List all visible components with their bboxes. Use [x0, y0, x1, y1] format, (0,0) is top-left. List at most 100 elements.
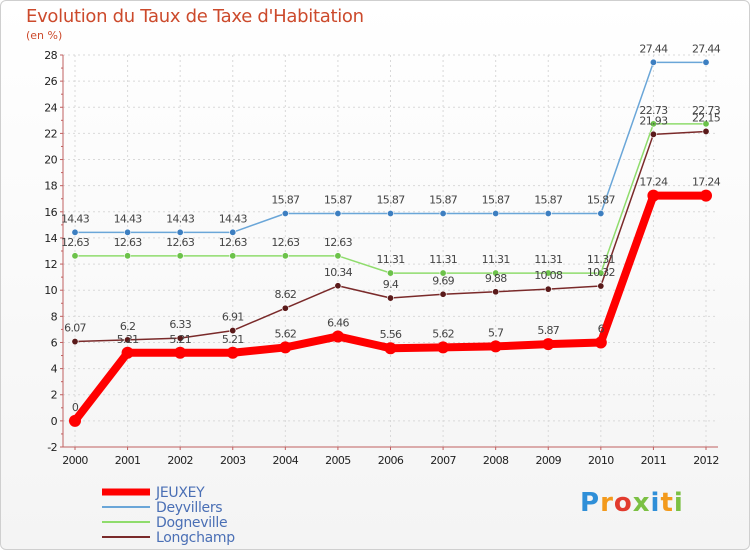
x-tick-label: 2002 — [167, 454, 193, 467]
x-tick-label: 2000 — [62, 454, 88, 467]
logo-letter: P — [580, 488, 601, 518]
data-point-dogneville — [492, 269, 500, 277]
chart-subtitle: (en %) — [26, 29, 63, 42]
data-label-dogneville: 11.31 — [534, 253, 562, 266]
data-point-deyvillers — [702, 58, 710, 66]
data-label-dogneville: 12.63 — [324, 236, 353, 249]
data-point-dogneville — [386, 269, 394, 277]
data-point-deyvillers — [176, 228, 184, 236]
data-point-dogneville — [229, 252, 237, 260]
y-tick-label: 10 — [44, 284, 57, 297]
data-point-longchamp — [124, 336, 132, 344]
y-tick-label: 6 — [51, 336, 58, 349]
y-tick-label: 8 — [51, 310, 58, 323]
data-label-longchamp: 10.32 — [587, 266, 615, 279]
data-label-jeuxey: 5.21 — [117, 333, 139, 346]
data-label-longchamp: 6.91 — [222, 311, 244, 324]
data-label-deyvillers: 14.43 — [114, 212, 143, 225]
data-label-jeuxey: 5.56 — [380, 328, 402, 341]
data-point-deyvillers — [229, 228, 237, 236]
data-point-deyvillers — [544, 209, 552, 217]
data-label-dogneville: 22.73 — [692, 104, 721, 117]
y-tick-label: -2 — [47, 441, 57, 454]
data-label-deyvillers: 15.87 — [482, 193, 511, 206]
data-label-dogneville: 12.63 — [114, 236, 143, 249]
x-tick-label: 2009 — [535, 454, 561, 467]
x-tick-label: 2011 — [641, 454, 667, 467]
grid — [63, 54, 718, 448]
series-line-jeuxey — [71, 191, 710, 425]
data-label-deyvillers: 15.87 — [429, 193, 458, 206]
data-label-jeuxey: 5.62 — [432, 327, 454, 340]
legend-label-dogneville: Dogneville — [156, 515, 227, 531]
data-point-deyvillers — [386, 209, 394, 217]
logo-letter: x — [632, 488, 651, 518]
data-point-longchamp — [439, 290, 447, 298]
data-label-deyvillers: 14.43 — [166, 212, 195, 225]
y-tick-label: 4 — [51, 363, 58, 376]
data-point-dogneville — [702, 120, 710, 128]
x-tick-label: 2007 — [430, 454, 456, 467]
legend-label-longchamp: Longchamp — [156, 530, 235, 546]
data-label-longchamp: 9.69 — [432, 274, 454, 287]
data-label-deyvillers: 15.87 — [271, 193, 300, 206]
data-point-jeuxey — [69, 414, 81, 427]
legend-label-deyvillers: Deyvillers — [156, 500, 222, 516]
data-point-jeuxey — [489, 340, 502, 353]
data-point-deyvillers — [124, 228, 132, 236]
data-label-deyvillers: 27.44 — [692, 42, 721, 55]
data-label-jeuxey: 6.46 — [327, 316, 349, 329]
legend-label-jeuxey: JEUXEY — [155, 485, 205, 501]
series-layer — [69, 58, 712, 427]
data-label-jeuxey: 6 — [598, 322, 605, 335]
data-point-jeuxey — [700, 189, 712, 202]
data-point-jeuxey — [594, 336, 607, 349]
data-label-jeuxey: 5.21 — [222, 333, 244, 346]
x-tick-label: 2003 — [220, 454, 246, 467]
data-point-dogneville — [334, 252, 342, 260]
x-tick-label: 2006 — [378, 454, 404, 467]
data-point-dogneville — [544, 269, 552, 277]
y-tick-label: 14 — [44, 232, 57, 245]
data-point-dogneville — [649, 120, 657, 128]
data-point-jeuxey — [331, 330, 344, 343]
data-label-longchamp: 6.07 — [64, 322, 86, 335]
data-label-jeuxey: 0 — [72, 401, 79, 414]
data-label-deyvillers: 27.44 — [639, 42, 668, 55]
data-point-dogneville — [176, 252, 184, 260]
data-point-longchamp — [229, 327, 237, 335]
data-point-longchamp — [334, 282, 342, 290]
data-point-jeuxey — [542, 338, 555, 351]
y-tick-label: 0 — [51, 415, 58, 428]
logo-letter: i — [673, 488, 684, 518]
data-point-longchamp — [71, 338, 79, 346]
data-label-longchamp: 9.88 — [485, 272, 507, 285]
data-point-dogneville — [597, 269, 605, 277]
data-point-jeuxey — [174, 346, 187, 359]
data-point-jeuxey — [437, 341, 450, 354]
data-label-dogneville: 12.63 — [271, 236, 300, 249]
data-label-longchamp: 10.34 — [324, 266, 353, 279]
data-label-deyvillers: 15.87 — [587, 193, 616, 206]
data-label-deyvillers: 14.43 — [219, 212, 248, 225]
data-point-deyvillers — [492, 209, 500, 217]
data-label-jeuxey: 5.87 — [537, 324, 559, 337]
x-tick-label: 2010 — [588, 454, 614, 467]
logo-letter: t — [660, 488, 674, 518]
data-point-dogneville — [439, 269, 447, 277]
data-label-deyvillers: 14.43 — [61, 212, 90, 225]
data-point-deyvillers — [649, 58, 657, 66]
data-label-longchamp: 10.08 — [534, 269, 563, 282]
y-tick-label: 16 — [44, 206, 57, 219]
data-point-dogneville — [124, 252, 132, 260]
data-point-jeuxey — [279, 341, 292, 354]
data-label-jeuxey: 5.7 — [488, 326, 504, 339]
x-tick-label: 2004 — [273, 454, 299, 467]
data-point-jeuxey — [226, 346, 239, 359]
data-labels: 14.43 14.43 14.43 14.43 15.87 15.87 15.87 15.87… — [61, 42, 721, 414]
data-point-longchamp — [544, 285, 552, 293]
data-point-deyvillers — [281, 209, 289, 217]
